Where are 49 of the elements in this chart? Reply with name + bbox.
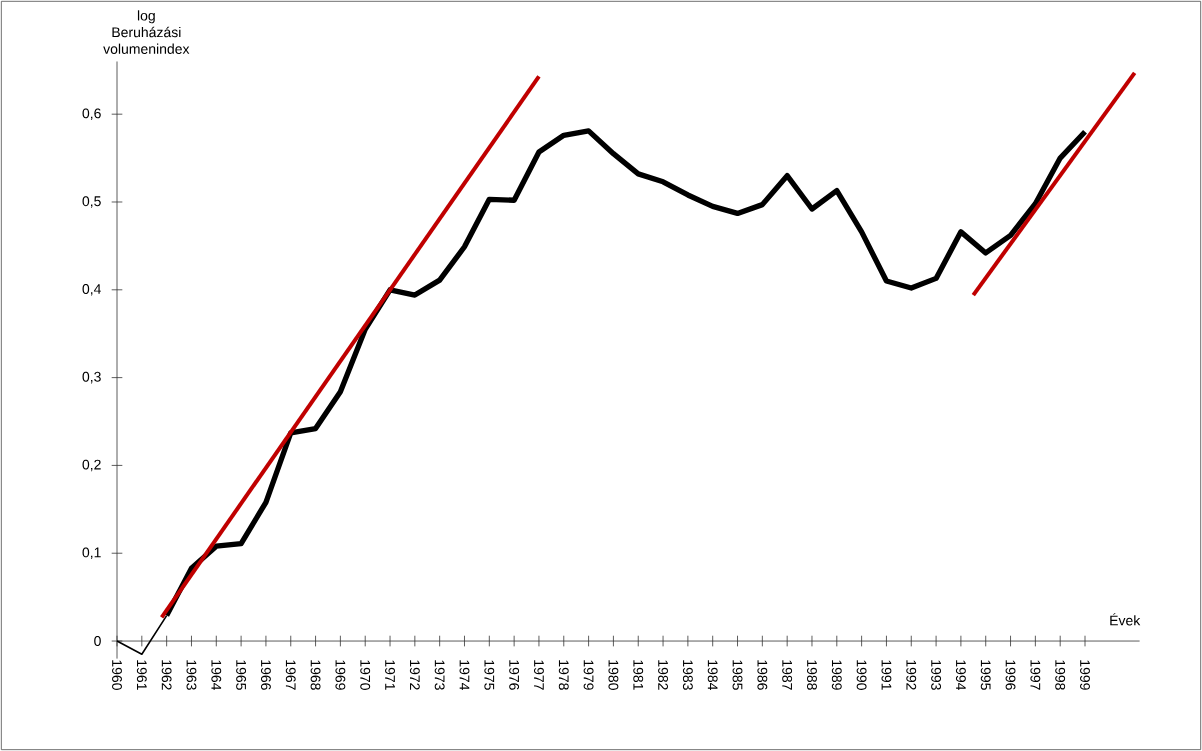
- x-tick-label: 1961: [136, 660, 147, 690]
- x-tick-label: 1987: [782, 660, 793, 690]
- x-tick-label: 1972: [409, 660, 420, 690]
- x-tick-label: 1996: [1005, 660, 1016, 690]
- x-tick-label: 1974: [459, 660, 470, 691]
- y-tick-label: 0,3: [82, 371, 101, 384]
- x-tick-label: 1986: [757, 660, 768, 690]
- x-tick-label: 1983: [682, 660, 693, 690]
- x-tick-label: 1965: [236, 660, 247, 690]
- x-tick-label: 1985: [732, 660, 743, 690]
- x-tick-label: 1993: [931, 660, 942, 690]
- x-tick-label: 1968: [310, 660, 321, 690]
- x-tick-label: 1962: [161, 660, 172, 690]
- x-tick-label: 1991: [881, 660, 892, 690]
- x-tick-label: 1990: [856, 660, 867, 690]
- x-tick-label: 1982: [658, 660, 668, 690]
- x-tick-label: 1994: [955, 660, 966, 691]
- x-tick-label: 1966: [260, 660, 271, 690]
- y-axis-title: log Beruházási volumenindex: [103, 10, 190, 54]
- x-tick-label: 1977: [533, 660, 544, 690]
- y-tick-label: 0,5: [82, 196, 101, 208]
- x-tick-label: 1988: [807, 660, 817, 690]
- x-tick-label: 1967: [285, 660, 296, 690]
- x-tick-label: 1963: [186, 660, 197, 690]
- x-tick-label: 1978: [558, 660, 569, 690]
- x-tick-label: 1976: [509, 660, 520, 690]
- x-tick-label: 1975: [484, 660, 495, 690]
- x-tick-label: 1964: [211, 660, 222, 691]
- y-tick-label: 0,6: [82, 108, 101, 120]
- x-axis-title: Évek: [1110, 613, 1141, 626]
- x-tick-label: 1995: [980, 660, 991, 690]
- x-tick-label: 1989: [831, 660, 842, 690]
- x-tick-label: 1981: [633, 660, 644, 690]
- x-tick-label: 1997: [1030, 660, 1041, 690]
- x-tick-label: 1960: [112, 660, 122, 690]
- x-tick-label: 1999: [1080, 660, 1090, 690]
- x-tick-label: 1971: [385, 660, 395, 690]
- x-tick-label: 1984: [707, 660, 718, 691]
- y-tick-label: 0,2: [82, 459, 101, 472]
- x-tick-label: 1969: [335, 660, 346, 690]
- y-tick-label: 0,1: [82, 547, 101, 560]
- y-tick-label: 0: [94, 636, 101, 647]
- x-tick-label: 1979: [583, 660, 594, 690]
- y-tick-label: 0,4: [82, 284, 101, 296]
- x-tick-label: 1998: [1055, 660, 1066, 690]
- x-tick-label: 1980: [608, 660, 619, 690]
- x-tick-label: 1992: [906, 660, 917, 690]
- x-tick-label: 1973: [434, 660, 445, 690]
- x-tick-label: 1970: [360, 660, 371, 690]
